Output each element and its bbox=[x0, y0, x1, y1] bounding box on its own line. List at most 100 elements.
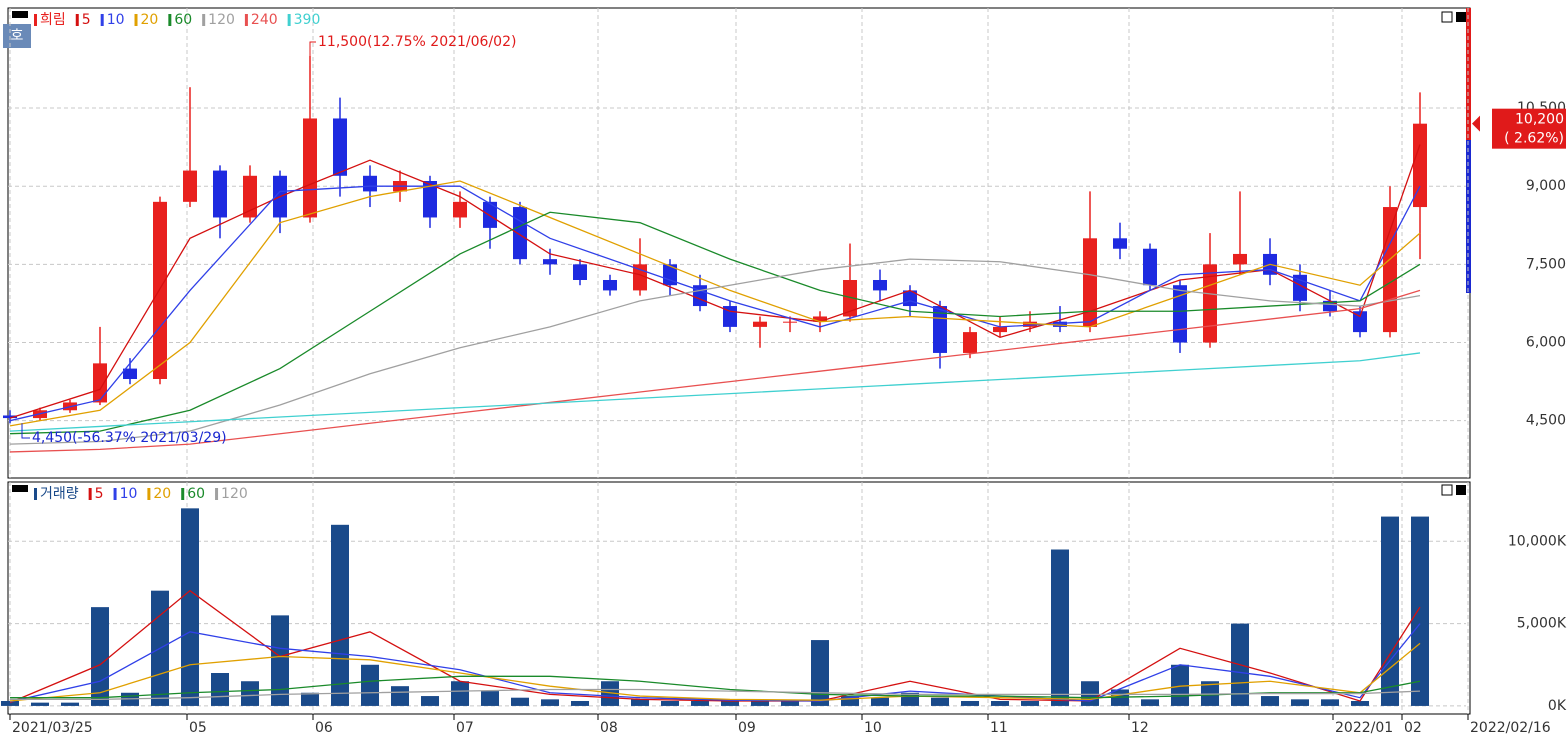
volume-bar bbox=[211, 673, 229, 706]
last-price: 10,200 bbox=[1515, 112, 1564, 128]
volume-bar bbox=[1, 700, 19, 706]
volume-bar bbox=[451, 681, 469, 706]
x-tick-label: 10 bbox=[864, 720, 882, 736]
y-tick-label: 9,000 bbox=[1526, 178, 1566, 194]
x-tick-label: 2022/02/16 bbox=[1470, 720, 1551, 736]
y-tick-label: 5,000K bbox=[1517, 616, 1567, 632]
volume-bar bbox=[31, 702, 49, 706]
volume-bar bbox=[961, 700, 979, 706]
candle-body bbox=[1323, 300, 1337, 312]
candle-body bbox=[1053, 321, 1067, 327]
badge[interactable] bbox=[3, 24, 31, 48]
legend-swatch bbox=[287, 14, 291, 26]
candle-body bbox=[303, 118, 317, 218]
volume-bar bbox=[91, 607, 109, 706]
candle-body bbox=[123, 368, 137, 379]
legend-swatch bbox=[202, 14, 206, 26]
badge-text: 호 bbox=[11, 28, 24, 44]
volume-bar bbox=[181, 508, 199, 706]
panel-button[interactable] bbox=[1441, 11, 1453, 23]
legend-label: 390 bbox=[294, 12, 321, 28]
legend-swatch bbox=[88, 488, 92, 500]
candle-body bbox=[993, 326, 1007, 333]
panel-close[interactable] bbox=[1456, 12, 1466, 22]
candle-body bbox=[543, 259, 557, 265]
volume-bar bbox=[931, 697, 949, 706]
x-tick-label: 11 bbox=[990, 720, 1008, 736]
panel-button[interactable] bbox=[1441, 484, 1453, 496]
volume-bar bbox=[1411, 516, 1429, 706]
candle-body bbox=[873, 279, 887, 291]
volume-bar bbox=[331, 524, 349, 706]
candle-body bbox=[213, 170, 227, 218]
ma-line bbox=[9, 144, 1421, 419]
annotation-arrow bbox=[309, 41, 316, 56]
y-tick-label: 10,000K bbox=[1508, 533, 1567, 549]
legend-label: 10 bbox=[107, 12, 125, 28]
ma-line bbox=[9, 352, 1421, 432]
candle-body bbox=[1233, 253, 1247, 265]
x-tick-label: 02 bbox=[1404, 720, 1422, 736]
candle-body bbox=[363, 175, 377, 192]
legend-label: 120 bbox=[208, 12, 235, 28]
legend-label: 60 bbox=[174, 12, 192, 28]
candle-body bbox=[1413, 123, 1427, 208]
candle-body bbox=[453, 201, 467, 218]
x-tick-label: 2022/01 bbox=[1335, 720, 1393, 736]
volume-bar bbox=[1021, 700, 1039, 706]
candle-body bbox=[153, 201, 167, 379]
legend-swatch bbox=[181, 488, 185, 500]
y-tick-label: 7,500 bbox=[1526, 256, 1566, 272]
candle-body bbox=[813, 316, 827, 322]
ma-line bbox=[9, 623, 1421, 703]
volume-bar bbox=[781, 700, 799, 706]
price-box bbox=[1492, 108, 1566, 149]
volume-panel bbox=[7, 481, 1471, 715]
x-tick-label: 05 bbox=[189, 720, 207, 736]
legend-icon bbox=[12, 485, 28, 492]
volume-bar bbox=[601, 681, 619, 706]
candle-body bbox=[513, 207, 527, 260]
volume-bar bbox=[1261, 696, 1279, 706]
legend-label: 거래량 bbox=[40, 486, 79, 502]
volume-bar bbox=[1081, 681, 1099, 706]
volume-bar bbox=[361, 664, 379, 706]
range-bar-down bbox=[1466, 140, 1471, 293]
ma-line bbox=[10, 675, 1421, 699]
candle-body bbox=[1353, 311, 1367, 333]
volume-bar bbox=[871, 697, 889, 706]
price-panel bbox=[7, 7, 1471, 479]
candle-body bbox=[483, 201, 497, 228]
ma-line bbox=[9, 211, 1421, 435]
legend-label: 120 bbox=[221, 486, 248, 502]
y-tick-label: 6,000 bbox=[1526, 335, 1566, 351]
legend-swatch bbox=[100, 14, 104, 26]
legend-swatch bbox=[113, 488, 117, 500]
candle-body bbox=[603, 279, 617, 291]
legend-label: 20 bbox=[141, 12, 159, 28]
panel-close[interactable] bbox=[1456, 485, 1466, 495]
ma-line bbox=[9, 258, 1421, 445]
volume-bar bbox=[991, 700, 1009, 706]
legend-icon bbox=[12, 11, 28, 18]
candle-body bbox=[783, 321, 797, 323]
volume-bar bbox=[541, 699, 559, 706]
volume-bar bbox=[721, 700, 739, 706]
volume-bar bbox=[301, 692, 319, 706]
ma-line bbox=[9, 289, 1421, 453]
legend-label: 20 bbox=[153, 486, 171, 502]
candle-body bbox=[1383, 207, 1397, 333]
legend-label: 희림 bbox=[40, 12, 66, 28]
candle-body bbox=[3, 415, 17, 419]
candle-body bbox=[663, 264, 677, 286]
candle-body bbox=[573, 264, 587, 280]
annotation: 4,450(-56.37% 2021/03/29) bbox=[32, 430, 227, 446]
legend-swatch bbox=[75, 14, 79, 26]
candle-body bbox=[753, 321, 767, 327]
volume-bar bbox=[1381, 516, 1399, 706]
candle-body bbox=[93, 363, 107, 403]
legend-swatch bbox=[134, 14, 138, 26]
x-tick-label: 06 bbox=[315, 720, 333, 736]
candle-body bbox=[1083, 238, 1097, 327]
